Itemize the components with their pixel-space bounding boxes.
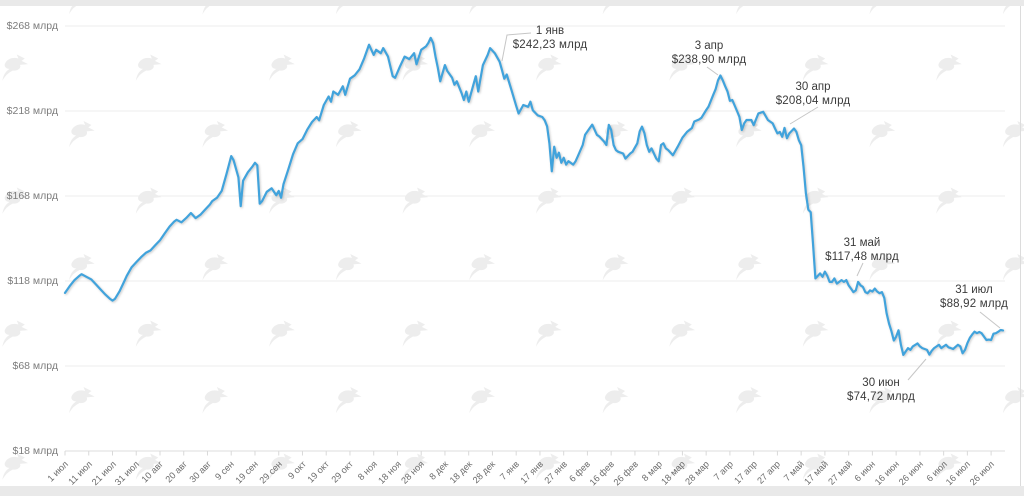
annotation-leader bbox=[979, 311, 1001, 329]
forklog-logo-watermark bbox=[69, 387, 95, 414]
annotation-callout: 1 янв $242,23 млрд bbox=[475, 25, 625, 52]
annotation-leader-lines bbox=[501, 32, 1001, 381]
forklog-logo-watermark bbox=[335, 387, 362, 414]
annotation-value: $208,04 млрд bbox=[775, 94, 851, 107]
y-axis-label: $18 млрд bbox=[12, 445, 58, 457]
annotation-leader bbox=[501, 32, 532, 62]
price-line bbox=[63, 36, 1005, 356]
forklog-logo-watermark bbox=[869, 121, 896, 148]
forklog-logo-watermark bbox=[536, 54, 562, 81]
forklog-logo-watermark bbox=[135, 187, 162, 214]
forklog-logo-watermark bbox=[135, 54, 162, 81]
annotation-date: 30 июн bbox=[862, 377, 900, 389]
forklog-logo-watermark bbox=[669, 320, 695, 347]
capitalization-series-line bbox=[63, 36, 1005, 356]
top-frame-strip bbox=[0, 0, 1024, 6]
forklog-logo-watermark bbox=[736, 254, 762, 281]
annotation-date: 31 июл bbox=[955, 284, 993, 296]
annotation-value: $88,92 млрд bbox=[939, 297, 1009, 310]
forklog-logo-watermark bbox=[536, 187, 562, 214]
right-frame-border bbox=[1020, 6, 1021, 486]
forklog-logo-watermark bbox=[335, 121, 362, 148]
annotation-value: $117,48 млрд bbox=[825, 250, 899, 263]
forklog-logo-watermark bbox=[202, 121, 229, 148]
forklog-logo-watermark bbox=[936, 54, 962, 81]
forklog-logo-watermark bbox=[469, 387, 495, 414]
forklog-logo-watermark bbox=[802, 320, 829, 347]
forklog-logo-watermark bbox=[335, 254, 362, 281]
forklog-logo-watermark bbox=[202, 254, 229, 281]
forklog-logo-watermark bbox=[469, 254, 495, 281]
forklog-logo-watermark bbox=[936, 320, 962, 347]
annotation-callout: 30 июн $74,72 млрд bbox=[806, 377, 956, 404]
annotation-leader bbox=[907, 358, 927, 381]
forklog-logo-watermark bbox=[202, 387, 229, 414]
forklog-logo-watermark bbox=[602, 387, 629, 414]
forklog-logo-watermark bbox=[669, 187, 695, 214]
y-axis-label: $118 млрд bbox=[7, 275, 58, 287]
annotation-date: 30 апр bbox=[795, 81, 831, 93]
annotation-leader bbox=[706, 66, 719, 76]
forklog-logo-watermark bbox=[69, 254, 95, 281]
forklog-logo-watermark bbox=[402, 320, 429, 347]
forklog-logo-watermark bbox=[936, 187, 962, 214]
annotation-value: $238,90 млрд bbox=[671, 53, 747, 66]
forklog-logo-watermark bbox=[402, 187, 429, 214]
annotation-date: 31 май bbox=[843, 237, 881, 249]
y-axis-label: $218 млрд bbox=[6, 105, 58, 117]
forklog-logo-watermark bbox=[602, 254, 629, 281]
forklog-logo-watermark bbox=[269, 320, 295, 347]
forklog-logo-watermark bbox=[736, 387, 762, 414]
annotation-callout: 31 май $117,48 млрд bbox=[787, 237, 937, 264]
forklog-logo-watermark bbox=[135, 320, 162, 347]
annotation-value: $242,23 млрд bbox=[512, 38, 588, 51]
forklog-logo-watermark bbox=[2, 453, 29, 480]
forklog-logo-watermark bbox=[469, 121, 495, 148]
annotation-value: $74,72 млрд bbox=[846, 390, 916, 403]
y-axis-label: $268 млрд bbox=[6, 20, 58, 32]
annotation-leader bbox=[789, 106, 819, 125]
annotation-date: 3 апр bbox=[694, 40, 724, 52]
gridlines bbox=[64, 25, 1005, 456]
forklog-logo-watermark bbox=[69, 121, 95, 148]
forklog-logo-watermark bbox=[802, 54, 829, 81]
y-axis-label: $168 млрд bbox=[6, 190, 58, 202]
forklog-logo-watermark bbox=[536, 320, 562, 347]
annotation-callout: 3 апр $238,90 млрд bbox=[634, 40, 784, 67]
annotation-callout: 30 апр $208,04 млрд bbox=[738, 81, 888, 108]
forklog-logo-watermark bbox=[2, 54, 29, 81]
annotation-date: 1 янв bbox=[535, 25, 565, 37]
annotation-callout: 31 июл $88,92 млрд bbox=[899, 284, 1024, 311]
forklog-logo-watermark bbox=[2, 320, 29, 347]
bottom-frame-strip bbox=[0, 486, 1024, 496]
annotation-leader bbox=[856, 262, 864, 277]
y-axis-label: $68 млрд bbox=[12, 360, 58, 372]
forklog-logo-watermark bbox=[269, 54, 295, 81]
